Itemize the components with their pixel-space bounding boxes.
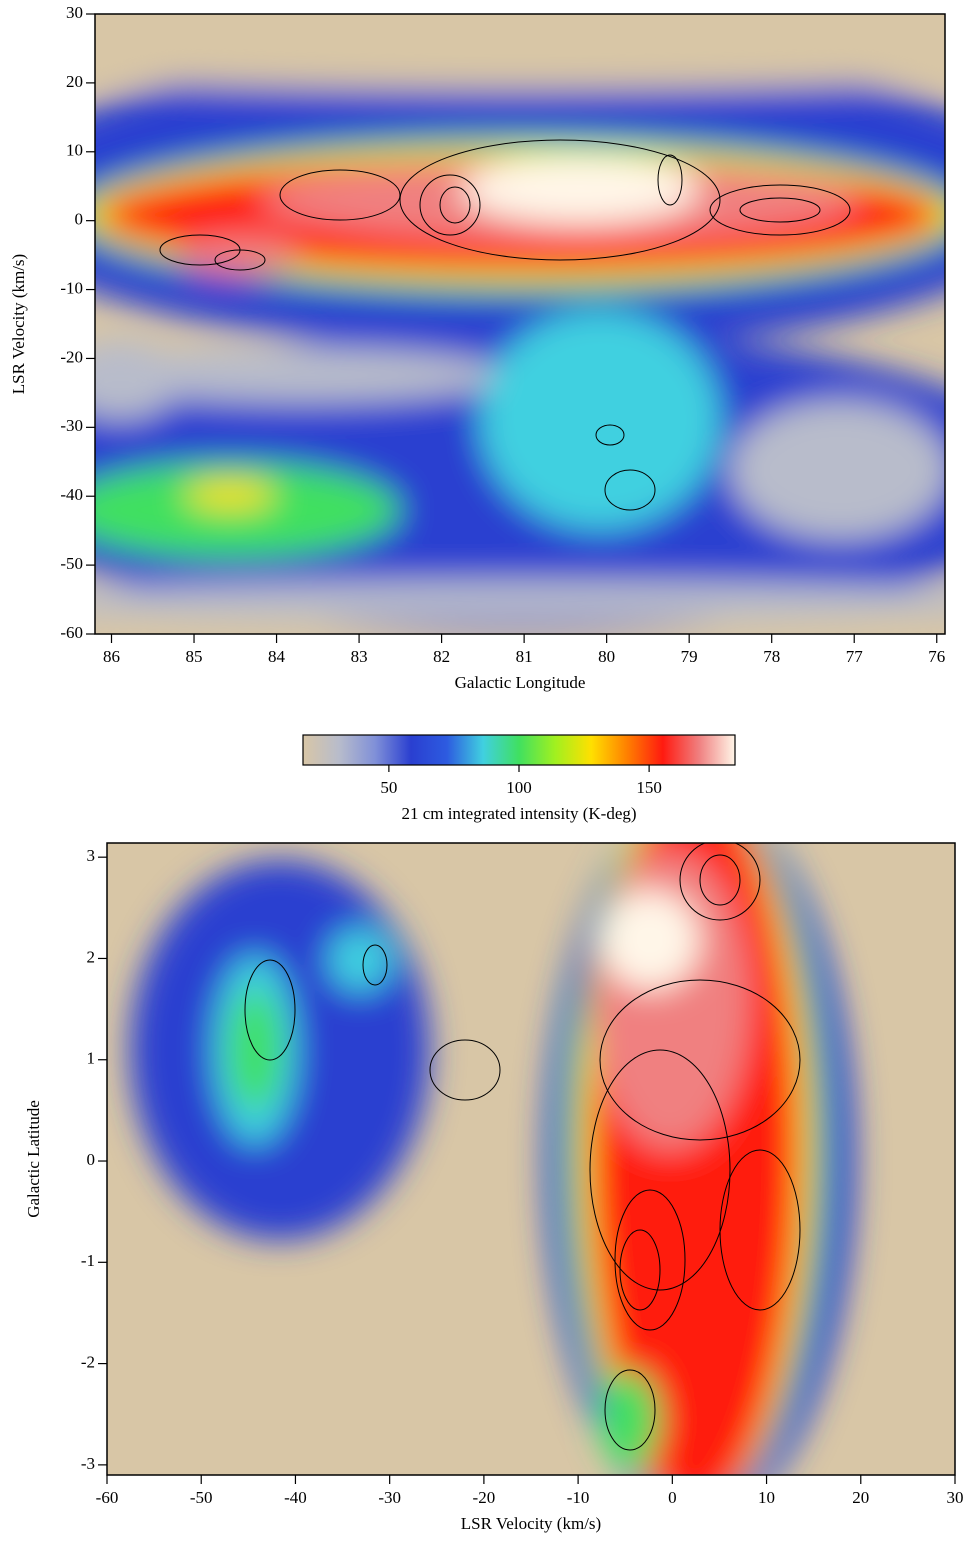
colorbar-label: 21 cm integrated intensity (K-deg) bbox=[401, 804, 636, 823]
contour bbox=[244, 959, 296, 1061]
x-tick-label: 78 bbox=[763, 647, 780, 666]
y-tick-label: 3 bbox=[87, 846, 96, 865]
heatmap-field bbox=[107, 843, 955, 1475]
intensity-region bbox=[95, 462, 400, 558]
colorbar bbox=[302, 734, 736, 766]
x-tick-label: -40 bbox=[284, 1488, 307, 1507]
x-tick-label: 81 bbox=[516, 647, 533, 666]
y-axis-label: LSR Velocity (km/s) bbox=[9, 254, 28, 394]
contour bbox=[599, 979, 801, 1141]
contour bbox=[595, 424, 625, 446]
contour bbox=[439, 186, 471, 224]
contour bbox=[399, 139, 721, 261]
y-tick-label: 1 bbox=[87, 1049, 96, 1068]
y-tick-label: 0 bbox=[75, 210, 84, 229]
colorbar-tick-label: 100 bbox=[506, 778, 532, 797]
contour bbox=[679, 843, 761, 921]
intensity-region bbox=[600, 890, 700, 990]
y-tick-label: 10 bbox=[66, 141, 83, 160]
intensity-region bbox=[95, 340, 180, 420]
colorbar-tick-label: 50 bbox=[380, 778, 397, 797]
y-tick-label: -20 bbox=[60, 347, 83, 366]
contour bbox=[604, 469, 656, 511]
y-tick-label: -2 bbox=[81, 1352, 95, 1371]
intensity-region bbox=[95, 347, 510, 403]
intensity-region bbox=[95, 580, 945, 620]
contour bbox=[214, 249, 266, 271]
intensity-region bbox=[185, 481, 275, 509]
x-axis-label: Galactic Longitude bbox=[455, 673, 586, 692]
x-tick-label: -20 bbox=[473, 1488, 496, 1507]
y-tick-label: 2 bbox=[87, 947, 96, 966]
x-tick-label: 83 bbox=[351, 647, 368, 666]
intensity-region bbox=[95, 30, 945, 90]
y-tick-label: -1 bbox=[81, 1251, 95, 1270]
y-tick-label: -40 bbox=[60, 485, 83, 504]
x-tick-label: 30 bbox=[947, 1488, 964, 1507]
y-tick-label: 20 bbox=[66, 72, 83, 91]
contour bbox=[709, 184, 851, 236]
y-tick-label: 0 bbox=[87, 1150, 96, 1169]
field-blobs bbox=[95, 30, 945, 630]
x-tick-label: 79 bbox=[681, 647, 698, 666]
x-tick-label: 80 bbox=[598, 647, 615, 666]
intensity-region bbox=[600, 1370, 660, 1470]
contour bbox=[419, 174, 481, 236]
contour bbox=[362, 944, 388, 986]
intensity-region bbox=[180, 235, 300, 275]
intensity-region bbox=[460, 156, 700, 224]
y-tick-label: -60 bbox=[60, 623, 83, 642]
heatmap-field bbox=[95, 14, 945, 634]
plot-frame bbox=[106, 842, 956, 1476]
x-tick-label: -10 bbox=[567, 1488, 590, 1507]
contour bbox=[719, 1149, 801, 1311]
contour bbox=[619, 1229, 661, 1311]
contour bbox=[657, 154, 683, 206]
contour bbox=[604, 1369, 656, 1451]
x-tick-label: 20 bbox=[852, 1488, 869, 1507]
x-tick-label: 76 bbox=[928, 647, 945, 666]
plot-frame bbox=[94, 13, 946, 635]
y-tick-label: -30 bbox=[60, 416, 83, 435]
x-tick-label: -50 bbox=[190, 1488, 213, 1507]
x-tick-label: 82 bbox=[433, 647, 450, 666]
intensity-region bbox=[730, 400, 945, 540]
colorbar-tick-label: 150 bbox=[636, 778, 662, 797]
x-tick-label: 85 bbox=[186, 647, 203, 666]
x-tick-label: -60 bbox=[96, 1488, 119, 1507]
y-axis-label: Galactic Latitude bbox=[24, 1100, 43, 1218]
field-blobs bbox=[130, 843, 855, 1475]
contour bbox=[614, 1189, 686, 1331]
intensity-region bbox=[328, 928, 392, 992]
contour bbox=[739, 197, 821, 223]
contour bbox=[279, 169, 401, 221]
x-tick-label: 86 bbox=[103, 647, 120, 666]
x-tick-label: 0 bbox=[668, 1488, 677, 1507]
intensity-region bbox=[480, 310, 720, 530]
x-tick-label: 84 bbox=[268, 647, 286, 666]
y-tick-label: -50 bbox=[60, 554, 83, 573]
y-tick-label: -3 bbox=[81, 1454, 95, 1473]
contour bbox=[699, 854, 741, 906]
contour bbox=[429, 1039, 501, 1101]
x-tick-label: 10 bbox=[758, 1488, 775, 1507]
y-tick-label: 30 bbox=[66, 3, 83, 22]
x-tick-label: -30 bbox=[378, 1488, 401, 1507]
y-tick-label: -10 bbox=[60, 278, 83, 297]
contour bbox=[589, 1049, 731, 1291]
x-axis-label: LSR Velocity (km/s) bbox=[461, 1514, 601, 1533]
x-tick-label: 77 bbox=[846, 647, 864, 666]
